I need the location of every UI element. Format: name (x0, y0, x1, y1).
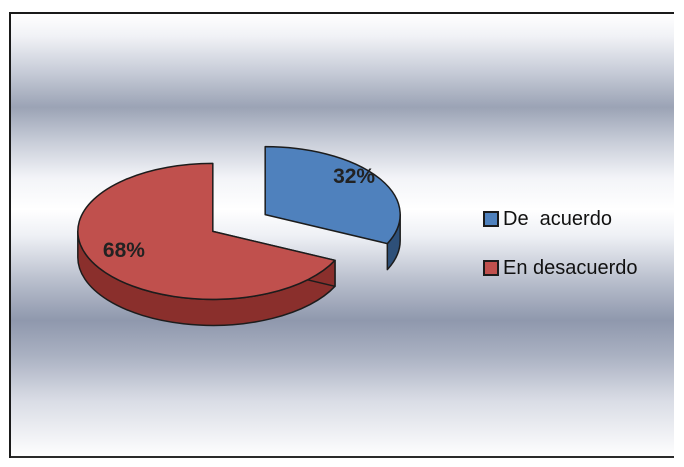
slice-top-de-acuerdo (264, 145, 401, 245)
data-label-de-acuerdo: 32% (333, 165, 375, 188)
legend-swatch-de-acuerdo (483, 211, 499, 227)
legend-item-de-acuerdo: De acuerdo (483, 208, 638, 230)
pie-chart: 32% 68% (77, 145, 401, 327)
pie-slices (77, 145, 401, 327)
legend-swatch-en-desacuerdo (483, 260, 499, 276)
legend-label-de-acuerdo: De acuerdo (503, 207, 612, 230)
slice-top-en-desacuerdo (77, 162, 336, 301)
legend: De acuerdo En desacuerdo (483, 208, 638, 306)
pie-data-labels: 32% 68% (103, 165, 376, 262)
legend-item-en-desacuerdo: En desacuerdo (483, 257, 638, 279)
legend-label-en-desacuerdo: En desacuerdo (503, 256, 638, 279)
chart-area: 32% 68% De acuerdo En desacuerdo (9, 12, 674, 458)
chart-frame-bottom-border (11, 456, 674, 458)
data-label-en-desacuerdo: 68% (103, 239, 145, 262)
